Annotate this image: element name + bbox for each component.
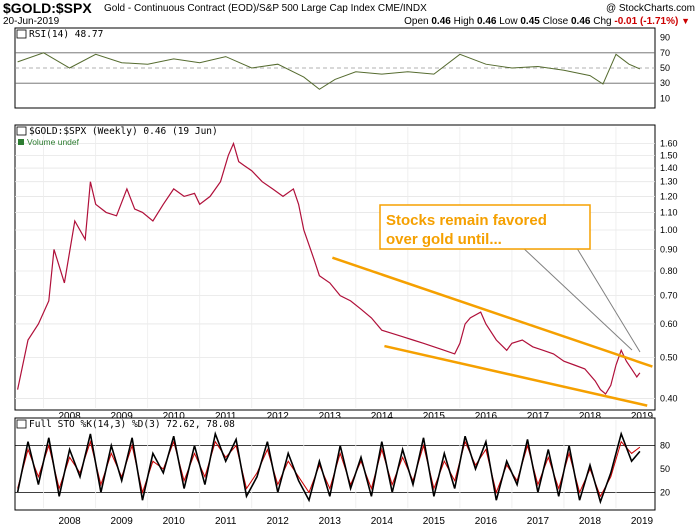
price-panel: 0.40 0.50 0.60 0.70 0.80 0.90 1.00 1.10 1.20 1.30… (14, 124, 678, 422)
ohlc-readout: Open 0.46 High 0.46 Low 0.45 Close 0.46 … (404, 16, 690, 27)
price-year-label: 2010 (163, 411, 186, 422)
upper-trend-line (331, 256, 653, 368)
stochastic-year-label: 2015 (423, 516, 446, 527)
stochastic-tick-label: 80 (660, 441, 670, 451)
rsi-legend-box (16, 29, 27, 39)
rsi-frame (14, 27, 656, 109)
stochastic-year-label: 2011 (215, 516, 237, 527)
symbol-description: Gold - Continuous Contract (EOD)/S&P 500… (104, 3, 427, 14)
open-label: Open (404, 16, 429, 27)
rsi-legend: RSI(14) 48.77 (29, 29, 103, 40)
watermark: @ StockCharts.com (605, 3, 695, 14)
price-tick-label: 0.90 (660, 244, 678, 254)
annotation-box (379, 204, 591, 250)
stochastic-tick-label: 50 (660, 464, 670, 474)
chart-header: $GOLD:$SPX Gold - Continuous Contract (E… (0, 0, 700, 28)
price-tick-label: 1.10 (660, 207, 678, 217)
annotation-pointer-2 (574, 244, 641, 353)
stochastic-year-label: 2009 (111, 516, 134, 527)
price-tick-label: 0.70 (660, 291, 678, 301)
high-value: 0.46 (476, 16, 497, 27)
price-year-label: 2016 (475, 411, 498, 422)
rsi-tick-label: 90 (660, 33, 670, 43)
annotation-line-2: over gold until... (386, 231, 502, 248)
stochastic-year-label: 2013 (319, 516, 342, 527)
low-value: 0.45 (520, 16, 540, 27)
symbol-title: $GOLD:$SPX (3, 0, 92, 16)
rsi-panel: 10 30 50 70 90 RSI(14) 48.77 (14, 27, 670, 109)
rsi-tick-labels: 10 30 50 70 90 (660, 33, 670, 104)
price-legend: $GOLD:$SPX (Weekly) 0.46 (19 Jun) (29, 126, 218, 137)
stochastic-year-label: 2010 (163, 516, 186, 527)
annotation-line-1: Stocks remain favored (386, 212, 547, 229)
price-tick-label: 1.40 (660, 163, 678, 173)
stochastic-year-label: 2012 (267, 516, 290, 527)
price-tick-label: 0.60 (660, 319, 678, 329)
price-year-label: 2014 (371, 411, 394, 422)
price-tick-label: 1.50 (660, 150, 678, 160)
price-year-label: 2017 (527, 411, 550, 422)
price-year-label: 2008 (59, 411, 82, 422)
price-tick-label: 1.20 (660, 191, 678, 201)
price-tick-label: 0.50 (660, 353, 678, 363)
stochastic-frame (14, 417, 656, 511)
rsi-tick-label: 70 (660, 48, 670, 58)
price-tick-label: 1.30 (660, 177, 678, 187)
stochastic-k-line (16, 431, 641, 505)
rsi-tick-label: 30 (660, 78, 670, 88)
rsi-tick-label: 10 (660, 93, 670, 103)
high-label: High (453, 16, 475, 27)
price-year-label: 2018 (579, 411, 602, 422)
rsi-series-line (17, 52, 641, 90)
open-value: 0.46 (431, 16, 451, 27)
chg-label: Chg (593, 16, 612, 27)
stochastic-d-line (17, 439, 641, 498)
price-tick-label: 0.40 (660, 394, 678, 404)
close-label: Close (542, 16, 569, 27)
stochastic-tick-labels: 20 50 80 (660, 441, 670, 498)
rsi-tick-label: 50 (660, 63, 670, 73)
stochastic-legend: Full STO %K(14,3) %D(3) 72.62, 78.08 (29, 419, 235, 430)
price-tick-label: 1.00 (660, 225, 678, 235)
price-year-label: 2013 (319, 411, 342, 422)
price-year-label: 2011 (215, 411, 237, 422)
stochastic-year-label: 2018 (579, 516, 602, 527)
down-triangle-icon: ▼ (681, 16, 690, 26)
price-tick-label: 0.80 (660, 266, 678, 276)
chg-value: -0.01 (-1.71%) (614, 16, 679, 27)
low-label: Low (499, 16, 518, 27)
stochastic-year-label: 2019 (631, 516, 654, 527)
price-year-label: 2015 (423, 411, 446, 422)
price-tick-labels: 0.40 0.50 0.60 0.70 0.80 0.90 1.00 1.10 1.20 1.30… (660, 138, 678, 403)
close-value: 0.46 (570, 16, 591, 27)
stochastic-year-label: 2017 (527, 516, 550, 527)
price-legend-box (16, 126, 27, 136)
stochastic-year-label: 2016 (475, 516, 498, 527)
volume-legend: Volume undef (27, 137, 80, 147)
chart-date: 20-Jun-2019 (3, 16, 60, 27)
price-gridlines (15, 127, 655, 408)
price-frame (14, 124, 656, 411)
stochastic-year-label: 2014 (371, 516, 394, 527)
price-series-line (17, 141, 641, 395)
lower-trend-line (384, 344, 648, 407)
annotation-pointer-1 (519, 244, 633, 351)
stochastic-panel: 20 50 80 Full STO %K(14,3) %D(3) 72.62, 78… (14, 417, 670, 527)
stochastic-year-labels: 2008 2009 2010 2011 2012 2013 2014 2015 2016 2017… (59, 516, 654, 527)
price-year-label: 2012 (267, 411, 290, 422)
price-tick-label: 1.60 (660, 138, 678, 148)
price-year-label: 2009 (111, 411, 134, 422)
stochastic-legend-box (16, 419, 27, 429)
stochastic-year-label: 2008 (59, 516, 82, 527)
volume-legend-swatch (18, 139, 24, 145)
stochastic-tick-label: 20 (660, 487, 670, 497)
price-year-label: 2019 (631, 411, 654, 422)
price-year-labels: 2008 2009 2010 2011 2012 2013 2014 2015 2016 2017… (59, 411, 654, 422)
